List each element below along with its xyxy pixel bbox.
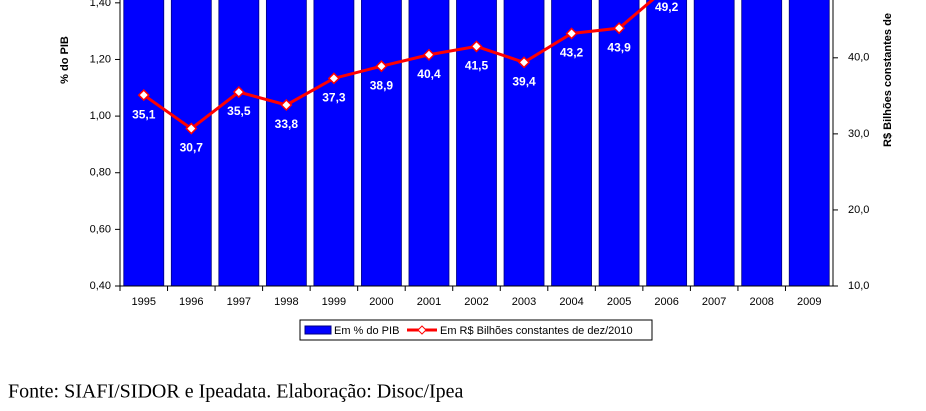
- data-label: 39,4: [512, 75, 536, 89]
- line-marker: [422, 48, 436, 61]
- data-label: 49,2: [655, 0, 679, 14]
- bar: [361, 0, 402, 287]
- line-marker: [517, 56, 531, 69]
- data-label: 33,8: [275, 117, 299, 131]
- x-tick-label: 1995: [132, 296, 156, 308]
- line: [142, 0, 655, 131]
- bar: [598, 0, 640, 287]
- bar: [123, 0, 165, 287]
- y-tick-label: 0,60: [90, 223, 111, 235]
- y2-axis-label: R$ Bilhões constantes de: [882, 13, 894, 147]
- bar: [170, 0, 212, 287]
- x-tick-label: 1999: [322, 296, 346, 308]
- x-tick-label: 1996: [179, 296, 203, 308]
- data-label: 40,4: [417, 67, 441, 81]
- x-tick-label: 2001: [417, 296, 441, 308]
- x-tick-label: 2007: [702, 296, 726, 308]
- y2-tick-label: 30,0: [848, 128, 869, 140]
- bar: [218, 0, 260, 287]
- x-tick-label: 2008: [749, 296, 773, 308]
- y-tick-label: 1,40: [90, 0, 111, 9]
- y-tick-label: 1,20: [90, 53, 111, 65]
- data-label: 43,2: [560, 46, 584, 60]
- y-axis-label: % do PIB: [59, 36, 71, 84]
- y2-tick-label: 40,0: [848, 52, 869, 64]
- bar: [408, 0, 450, 287]
- x-tick-label: 2003: [512, 296, 536, 308]
- y-tick-label: 0,40: [90, 280, 111, 292]
- data-label: 43,9: [607, 40, 631, 54]
- line-marker: [185, 122, 198, 135]
- x-tick-label: 2005: [607, 296, 631, 308]
- y2-tick-label: 10,0: [848, 280, 869, 292]
- source-note: Fonte: SIAFI/SIDOR e Ipeadata. Elaboraçã…: [8, 381, 464, 403]
- data-label: 41,5: [465, 59, 489, 73]
- bar: [646, 0, 688, 287]
- line-marker: [470, 40, 483, 53]
- line-marker: [565, 27, 578, 40]
- bar: [313, 0, 355, 287]
- bar: [741, 0, 783, 287]
- x-tick-label: 2006: [654, 296, 678, 308]
- legend-swatch: [417, 325, 427, 335]
- x-tick-label: 2000: [369, 296, 393, 308]
- line-marker: [232, 85, 245, 99]
- legend-label: Em % do PIB: [334, 325, 399, 337]
- legend-box: [299, 319, 653, 341]
- line-marker: [613, 22, 626, 35]
- data-label: 30,7: [180, 141, 204, 155]
- data-label: 37,3: [322, 91, 346, 105]
- y-tick-label: 0,80: [90, 167, 111, 179]
- bar: [788, 0, 830, 287]
- line-marker: [375, 60, 388, 73]
- x-tick-label: 2009: [797, 296, 821, 308]
- line-marker: [280, 98, 293, 112]
- x-tick-label: 2004: [559, 296, 583, 308]
- line-marker: [137, 89, 150, 102]
- y-tick-label: 1,00: [90, 110, 111, 122]
- y2-tick-label: 20,0: [848, 204, 869, 216]
- data-label: 35,5: [227, 104, 251, 118]
- x-tick-label: 1998: [274, 296, 298, 308]
- bar: [265, 0, 307, 287]
- x-tick-label: 1997: [227, 296, 251, 308]
- x-tick-label: 2002: [464, 296, 488, 308]
- bar: [503, 0, 545, 287]
- data-label: 38,9: [370, 78, 394, 92]
- line-marker: [327, 72, 340, 85]
- data-label: 35,1: [132, 107, 156, 121]
- legend-label: Em R$ Bilhões constantes de dez/2010: [440, 325, 633, 337]
- legend-swatch: [304, 325, 332, 335]
- bar: [693, 0, 735, 287]
- bar: [551, 0, 592, 287]
